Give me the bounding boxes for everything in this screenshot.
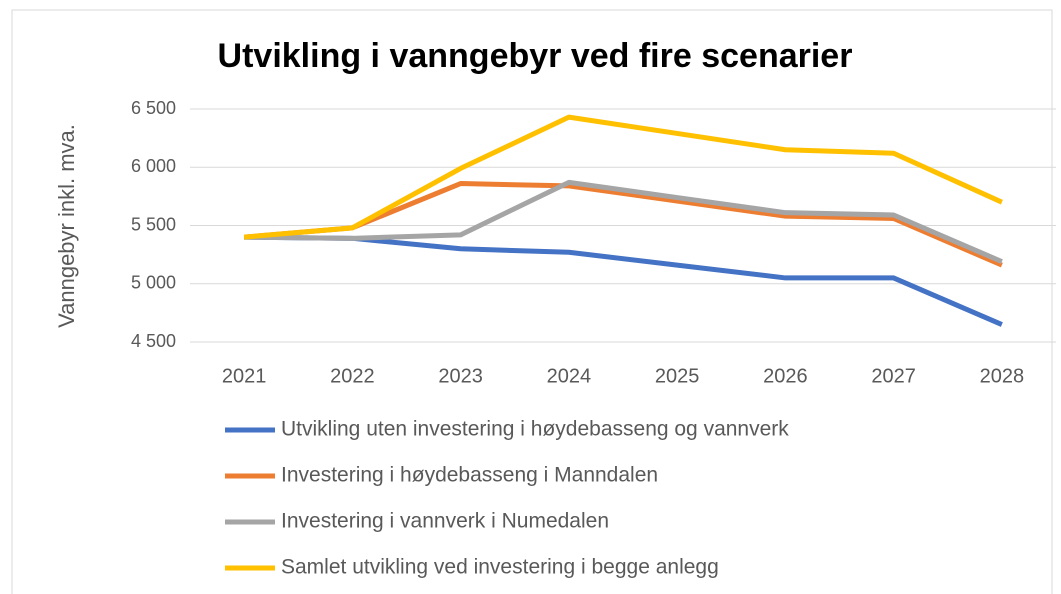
x-tick-label: 2025 <box>655 365 700 387</box>
chart-frame <box>11 9 1053 594</box>
x-tick-label: 2028 <box>980 365 1025 387</box>
x-tick-label: 2021 <box>222 365 267 387</box>
x-tick-label: 2022 <box>330 365 375 387</box>
legend-label: Utvikling uten investering i høydebassen… <box>281 418 789 441</box>
series-line <box>243 114 1003 240</box>
x-tick-label: 2027 <box>871 365 916 387</box>
y-axis-label: Vanngebyr inkl. mva. <box>54 124 79 328</box>
y-tick-label: 6 000 <box>131 156 176 176</box>
chart-title: Utvikling i vanngebyr ved fire scenarier <box>218 37 853 75</box>
y-tick-label: 4 500 <box>131 331 176 351</box>
x-tick-label: 2023 <box>438 365 483 387</box>
y-tick-label: 5 500 <box>131 214 176 234</box>
legend-label: Samlet utvikling ved investering i begge… <box>281 556 719 579</box>
legend-label: Investering i høydebasseng i Manndalen <box>281 464 658 487</box>
x-tick-label: 2024 <box>547 365 592 387</box>
x-tick-label: 2026 <box>763 365 808 387</box>
series-line <box>244 179 1003 264</box>
y-tick-label: 5 000 <box>131 273 176 293</box>
y-tick-label: 6 500 <box>131 98 176 118</box>
legend-label: Investering i vannverk i Numedalen <box>281 510 609 533</box>
